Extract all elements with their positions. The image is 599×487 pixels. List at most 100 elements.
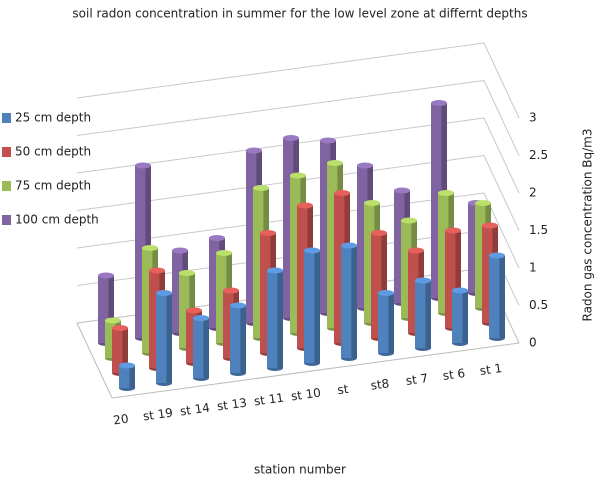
- x-axis-title: station number: [254, 463, 346, 477]
- bar-shade: [122, 328, 128, 373]
- bar: [230, 302, 246, 376]
- bar-shade: [277, 270, 283, 368]
- bar-shade: [388, 293, 394, 353]
- bar-top: [260, 230, 276, 236]
- bar-top: [415, 277, 431, 284]
- bar-shade: [108, 275, 114, 343]
- legend-swatch: [2, 147, 11, 157]
- x-tick-label: st: [337, 382, 350, 397]
- bar-top: [283, 135, 299, 141]
- bar: [378, 290, 394, 356]
- grid-line: [76, 80, 485, 136]
- bar-top: [401, 217, 417, 224]
- legend-label: 25 cm depth: [15, 111, 91, 125]
- bar-top: [105, 317, 121, 324]
- bar: [193, 315, 209, 381]
- bar: [489, 252, 505, 341]
- bar-shade: [351, 245, 357, 358]
- x-tick-label: st 14: [179, 400, 211, 418]
- bar-top: [327, 160, 343, 166]
- bar-top: [246, 147, 262, 154]
- bar-top: [149, 267, 165, 274]
- bar-top: [135, 162, 151, 169]
- bar-shade: [455, 230, 461, 328]
- bar-top: [179, 270, 195, 276]
- bar-top: [357, 162, 373, 169]
- bar-top: [431, 100, 447, 106]
- bar-top: [230, 302, 246, 309]
- legend-swatch: [2, 181, 11, 191]
- legend-label: 75 cm depth: [15, 179, 91, 193]
- y-tick-label: 1.5: [529, 223, 548, 237]
- bar-top: [304, 247, 320, 254]
- legend-swatch: [2, 215, 11, 225]
- bar-top: [267, 267, 283, 274]
- bar-shade: [240, 305, 246, 373]
- bar: [112, 325, 128, 376]
- bar: [267, 267, 283, 371]
- bar-top: [253, 185, 269, 191]
- bar-top: [209, 235, 225, 241]
- bar-shade: [129, 365, 135, 388]
- bar-top: [378, 290, 394, 296]
- bar-top: [445, 227, 461, 234]
- bar: [156, 290, 172, 386]
- bar-top: [186, 307, 202, 314]
- bar-shade: [425, 280, 431, 348]
- bar: [452, 287, 468, 346]
- x-tick-label: st 6: [442, 366, 466, 383]
- bar-top: [489, 252, 505, 259]
- bar-top: [142, 245, 158, 251]
- bar-shade: [499, 255, 505, 338]
- bar-top: [341, 242, 357, 249]
- bar-top: [156, 290, 172, 296]
- y-axis-title: Radon gas concentration Bq/m3: [581, 129, 595, 322]
- bar-top: [482, 222, 498, 229]
- bar-top: [438, 190, 454, 196]
- y-tick-label: 2: [529, 186, 537, 200]
- bar-top: [371, 230, 387, 236]
- x-tick-label: st 19: [142, 405, 174, 423]
- y-tick-label: 0.5: [529, 298, 548, 312]
- y-tick-label: 3: [529, 111, 537, 125]
- bar-top: [297, 202, 313, 209]
- bar-top: [408, 247, 424, 254]
- x-tick-label: st 10: [290, 385, 322, 403]
- bar-top: [98, 272, 114, 279]
- bar: [415, 277, 431, 351]
- bar-top: [223, 287, 239, 294]
- legend-swatch: [2, 113, 11, 123]
- bar-top: [112, 325, 128, 331]
- bar-shade: [462, 290, 468, 343]
- x-tick-label: st 7: [405, 371, 429, 388]
- x-tick-label: st 11: [253, 390, 285, 408]
- bar-top: [290, 172, 306, 179]
- grid-line: [76, 42, 485, 99]
- chart-title: soil radon concentration in summer for t…: [72, 7, 527, 21]
- bar-top: [364, 200, 380, 206]
- bar-top: [172, 247, 188, 254]
- x-tick-label: st 13: [216, 395, 248, 413]
- bar-shade: [166, 293, 172, 383]
- grid-line: [483, 42, 520, 119]
- bar-shade: [203, 318, 209, 378]
- grid-line: [483, 80, 520, 156]
- bar: [304, 247, 320, 366]
- bar-top: [452, 287, 468, 294]
- bar: [341, 242, 357, 361]
- bar-top: [394, 187, 410, 194]
- grid-line: [483, 117, 520, 194]
- bar-shade: [381, 233, 387, 338]
- legend-label: 50 cm depth: [15, 145, 91, 159]
- bar-top: [216, 250, 232, 256]
- bar-top: [119, 362, 135, 369]
- bar-top: [334, 190, 350, 196]
- y-tick-label: 2.5: [529, 148, 548, 162]
- bar-top: [193, 315, 209, 321]
- y-tick-label: 0: [529, 336, 537, 350]
- x-tick-label: st 1: [479, 361, 503, 378]
- bar-top: [475, 200, 491, 206]
- legend-label: 100 cm depth: [15, 213, 99, 227]
- y-tick-label: 1: [529, 261, 537, 275]
